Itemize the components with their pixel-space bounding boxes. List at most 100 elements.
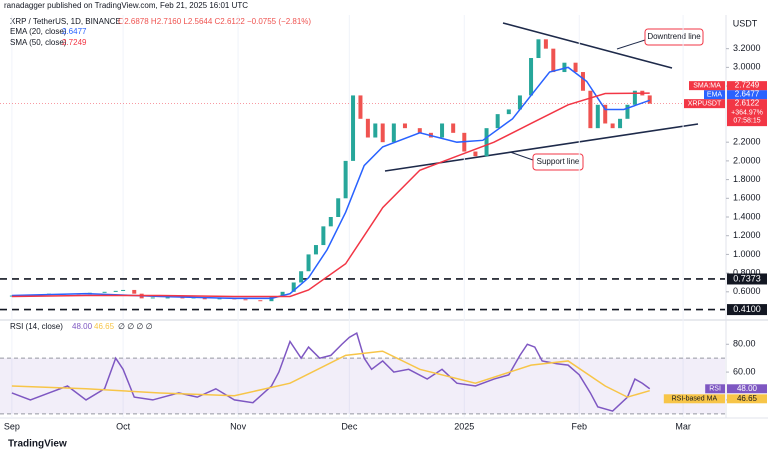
badge-name-bg (663, 394, 725, 404)
badge-value-bg (727, 81, 767, 91)
badge-name: XRPUSDT (688, 100, 722, 107)
y-tick-label: 1.4000 (733, 211, 761, 221)
candle (150, 297, 155, 299)
candle (506, 109, 511, 115)
series-line (11, 350, 650, 398)
annotation-box (644, 28, 704, 46)
candle (543, 39, 548, 49)
x-tick-label: Feb (572, 421, 588, 431)
candle (391, 123, 396, 143)
annotation: Downtrend line (647, 32, 701, 41)
x-tick-label: Sep (4, 421, 20, 431)
x-tick-label: 2025 (454, 421, 474, 431)
annotation: Support line (537, 157, 580, 166)
y-tick-label: 2.0000 (733, 155, 761, 165)
badge-value: 2.7249 (735, 81, 760, 90)
candle (217, 298, 222, 300)
candle (632, 90, 637, 105)
x-tick-label: Dec (341, 421, 358, 431)
candle (165, 297, 170, 299)
candle (291, 282, 296, 292)
badge-name-bg (704, 90, 725, 100)
candle (562, 62, 567, 73)
annotation-arrow (509, 151, 534, 161)
badge-value-bg (727, 384, 767, 394)
candle (132, 289, 137, 294)
pane-extra: ∅ ∅ ∅ ∅ (118, 322, 153, 331)
y-tick-label: 0.8000 (733, 267, 761, 277)
candle (102, 291, 107, 293)
level-label: 0.7373 (733, 273, 761, 283)
candle (313, 245, 318, 255)
y-tick-label: 1.0000 (733, 249, 761, 259)
candle (280, 291, 285, 297)
candle (121, 289, 126, 291)
candle (517, 95, 522, 110)
candle (402, 123, 407, 129)
badge-value-bg (727, 99, 767, 127)
candle (551, 48, 556, 73)
y-tick-label: 1.6000 (733, 193, 761, 203)
publisher: ranadagger published on TradingView.com,… (4, 1, 248, 10)
candle (373, 123, 378, 138)
candle (243, 299, 248, 301)
y-tick-label: 3.0000 (733, 62, 761, 72)
pane-title: RSI (14, close) (10, 322, 63, 331)
badge-name: SMA:MA (693, 82, 721, 89)
candle (336, 198, 341, 217)
badge-value: 46.65 (737, 394, 758, 403)
y-tick-label: 0.6000 (733, 286, 761, 296)
x-tick-label: Mar (675, 421, 691, 431)
badge-name: RSI-based MA (672, 396, 718, 403)
candle (258, 300, 263, 302)
downtrend-line (502, 22, 673, 69)
legend-value: 48.00 (72, 322, 93, 331)
y-tick-label: 80.00 (733, 339, 756, 349)
badge-value: 2.6477 (735, 90, 760, 99)
candle (573, 62, 578, 73)
quote: O2.6878 H2.7160 L2.5644 C2.6122 −0.0755 … (118, 17, 311, 26)
countdown: 07:58:15 (733, 117, 760, 124)
badge-name-bg (684, 99, 725, 109)
candle (440, 123, 445, 138)
y-tick-label: 1.2000 (733, 230, 761, 240)
candle (113, 290, 118, 292)
y-tick-label: 3.2000 (733, 43, 761, 53)
change-percent: +364.97% (731, 109, 763, 116)
candle (328, 217, 333, 227)
badge-name-bg (689, 81, 725, 91)
y-tick-label: 60.00 (733, 366, 756, 376)
legend-value: 2.6477 (62, 27, 87, 36)
candle (618, 118, 623, 129)
candle (417, 128, 422, 133)
candle (625, 104, 630, 119)
candle (595, 104, 600, 129)
candle (495, 114, 500, 129)
candle (484, 128, 489, 157)
symbol: XRP / TetherUS, 1D, BINANCE (10, 17, 121, 26)
badge-name: EMA (707, 91, 723, 98)
level-badge (727, 273, 767, 285)
candle (451, 123, 456, 133)
x-tick-label: Nov (230, 421, 247, 431)
y-tick-label: 2.2000 (733, 137, 761, 147)
candle (536, 39, 541, 59)
candle (351, 95, 356, 161)
badge-value-bg (727, 394, 767, 404)
logo: TradingView (8, 439, 67, 450)
badge-value: 48.00 (737, 384, 758, 393)
legend-value: 2.7249 (62, 38, 87, 47)
series-line (11, 332, 651, 412)
series-line (11, 92, 650, 298)
annotation-arrow (616, 39, 646, 50)
level-label: 0.4100 (733, 304, 761, 314)
candle (365, 118, 370, 138)
rsi-band (0, 358, 725, 414)
candle (580, 72, 585, 91)
candle (321, 226, 326, 246)
candle (306, 254, 311, 272)
candle (603, 104, 608, 124)
candle (588, 90, 593, 129)
candle (180, 297, 185, 299)
